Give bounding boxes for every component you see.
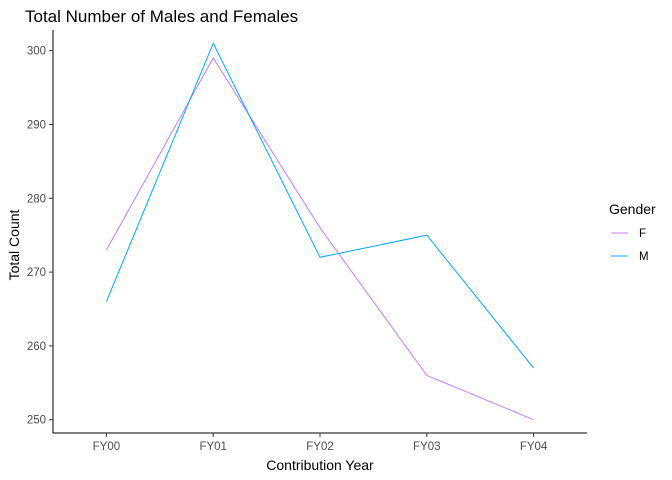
- series-line-f: [105, 57, 534, 421]
- legend-label-m: M: [639, 251, 649, 263]
- legend-title: Gender: [609, 201, 656, 217]
- x-tick-label: FY01: [199, 441, 227, 453]
- chart-title: Total Number of Males and Females: [25, 7, 298, 26]
- y-axis-title: Total Count: [6, 209, 22, 280]
- y-tick-label: 270: [27, 267, 46, 279]
- legend: Gender FM: [609, 201, 656, 263]
- x-tick-label: FY00: [93, 441, 121, 453]
- x-axis-title: Contribution Year: [266, 457, 374, 473]
- x-tick-label: FY03: [413, 441, 441, 453]
- y-tick-label: 260: [27, 341, 46, 353]
- y-tick-label: 280: [27, 193, 46, 205]
- x-tick-label: FY04: [520, 441, 548, 453]
- y-tick-label: 300: [27, 46, 46, 58]
- plot-area: 250 260 270 280 290 300 FY00 FY01 FY02 FY03 FY04: [27, 30, 587, 453]
- y-tick-label: 250: [27, 415, 46, 427]
- x-tick-label: FY02: [306, 441, 334, 453]
- legend-label-f: F: [639, 228, 646, 240]
- series-line-m: [105, 42, 534, 369]
- y-tick-label: 290: [27, 119, 46, 131]
